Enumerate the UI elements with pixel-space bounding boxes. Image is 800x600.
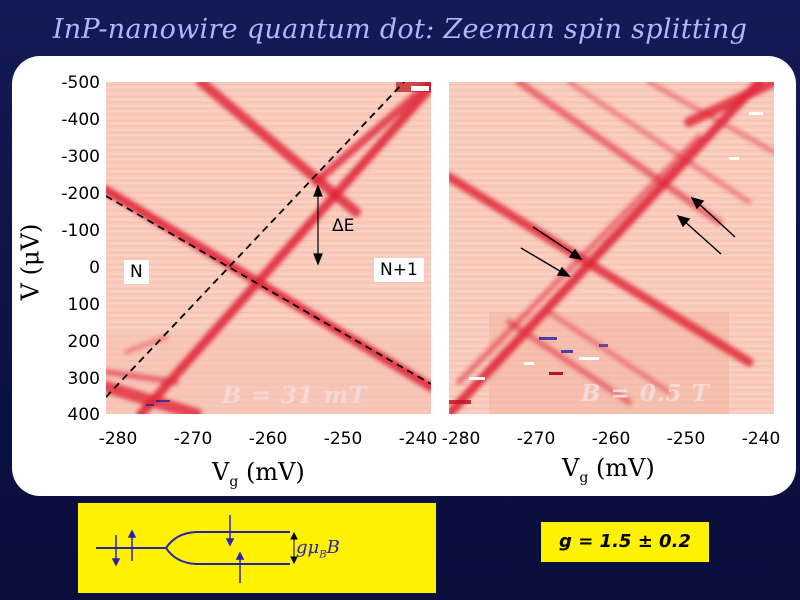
right-stability-map: B = 0.5 T — [449, 82, 774, 414]
dashed-guides — [106, 82, 431, 398]
right-map-svg — [449, 82, 774, 414]
region-n-plus-1-label: N+1 — [374, 258, 424, 282]
level-diagram-svg — [96, 515, 298, 583]
x-tick: -280 — [98, 429, 138, 449]
splitting-arrow — [290, 531, 298, 565]
zeeman-level-diagram: gμBB — [78, 503, 436, 593]
y-tick: 300 — [67, 369, 100, 389]
g-factor-result: g = 1.5 ± 0.2 — [541, 522, 709, 562]
spin-arrows — [520, 196, 736, 277]
x-axis-unit: (mV) — [588, 454, 655, 482]
right-field-label: B = 0.5 T — [581, 380, 710, 407]
spin-arrows-diagram — [111, 515, 245, 583]
x-tick: -250 — [323, 429, 363, 449]
x-tick: -270 — [173, 429, 213, 449]
x-tick: -250 — [666, 429, 706, 449]
x-tick: -270 — [516, 429, 556, 449]
x-axis-label-right: Vg (mV) — [562, 454, 655, 486]
y-tick: -100 — [61, 221, 100, 241]
y-tick: -200 — [61, 184, 100, 204]
y-tick: 200 — [67, 332, 100, 352]
left-map-svg — [106, 82, 431, 414]
y-tick: -300 — [61, 147, 100, 167]
slide-title: InP-nanowire quantum dot: Zeeman spin sp… — [52, 14, 748, 45]
noise-speckles — [449, 112, 763, 404]
b-symbol: B — [326, 537, 340, 558]
x-tick: -260 — [591, 429, 631, 449]
x-tick: -240 — [741, 429, 781, 449]
y-tick: 400 — [67, 405, 100, 425]
x-axis-symbol: V — [562, 454, 580, 482]
delta-e-arrow — [313, 184, 323, 266]
x-axis-symbol: V — [212, 458, 230, 486]
left-field-label: B = 31 mT — [222, 382, 368, 409]
x-axis-unit: (mV) — [238, 458, 305, 486]
x-axis-subscript: g — [229, 473, 239, 490]
x-tick: -280 — [441, 429, 481, 449]
mu-symbol: μ — [307, 537, 320, 558]
mu-subscript: B — [319, 549, 327, 561]
y-tick: 0 — [89, 258, 100, 278]
delta-e-label: ΔE — [332, 216, 355, 236]
x-axis-subscript: g — [579, 469, 589, 486]
left-stability-map: ΔE N N+1 B = 31 mT — [106, 82, 431, 414]
y-tick: 100 — [67, 295, 100, 315]
x-tick: -260 — [248, 429, 288, 449]
g-symbol: g — [296, 537, 308, 558]
x-axis-label-left: Vg (mV) — [212, 458, 305, 490]
y-tick: -500 — [61, 73, 100, 93]
x-tick: -240 — [398, 429, 438, 449]
y-tick: -400 — [61, 110, 100, 130]
y-axis-label: V (μV) — [16, 223, 45, 301]
region-n-label: N — [124, 260, 149, 284]
g-mu-b-label: gμBB — [296, 537, 340, 561]
